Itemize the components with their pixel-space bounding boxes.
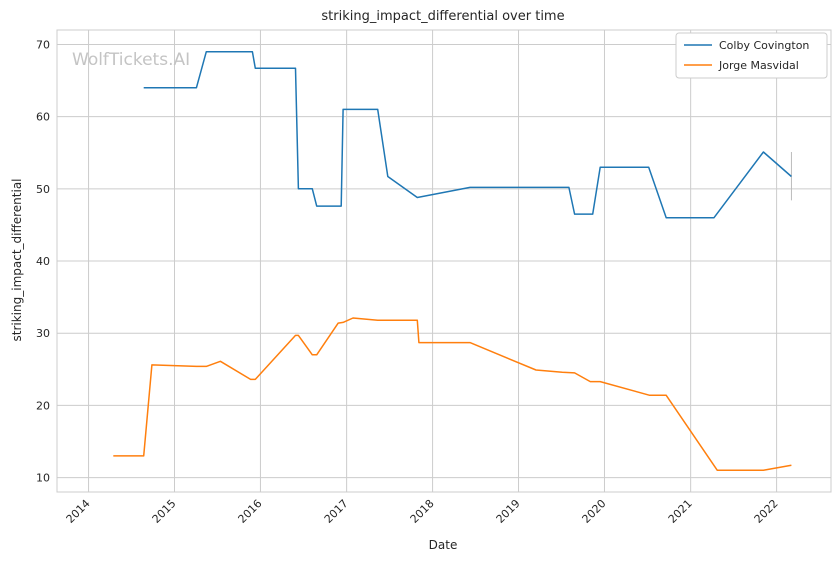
y-tick-label: 60: [36, 111, 50, 124]
chart-title: striking_impact_differential over time: [321, 9, 564, 24]
legend: Colby Covington Jorge Masvidal: [675, 32, 828, 79]
y-tick-label: 10: [36, 472, 50, 485]
y-tick-label: 30: [36, 327, 50, 340]
series-line-colby-covington: [143, 50, 792, 219]
y-tick-label: 50: [36, 183, 50, 196]
watermark-text: WolfTickets.AI: [72, 50, 190, 70]
grid-lines: [57, 30, 831, 492]
plot-frame: [56, 29, 832, 493]
legend-label-jorge-masvidal: Jorge Masvidal: [718, 59, 799, 72]
y-axis-label: striking_impact_differential: [10, 178, 24, 341]
y-tick-label: 70: [36, 38, 50, 51]
legend-label-colby-covington: Colby Covington: [719, 39, 809, 52]
legend-box: [675, 32, 828, 79]
x-axis-label: Date: [429, 538, 458, 552]
series-line-jorge-masvidal: [113, 317, 792, 472]
y-axis-ticks: 10 20 30 40 50 60 70: [36, 38, 50, 484]
y-tick-label: 40: [36, 255, 50, 268]
series-lines: [113, 50, 792, 472]
y-tick-label: 20: [36, 399, 50, 412]
